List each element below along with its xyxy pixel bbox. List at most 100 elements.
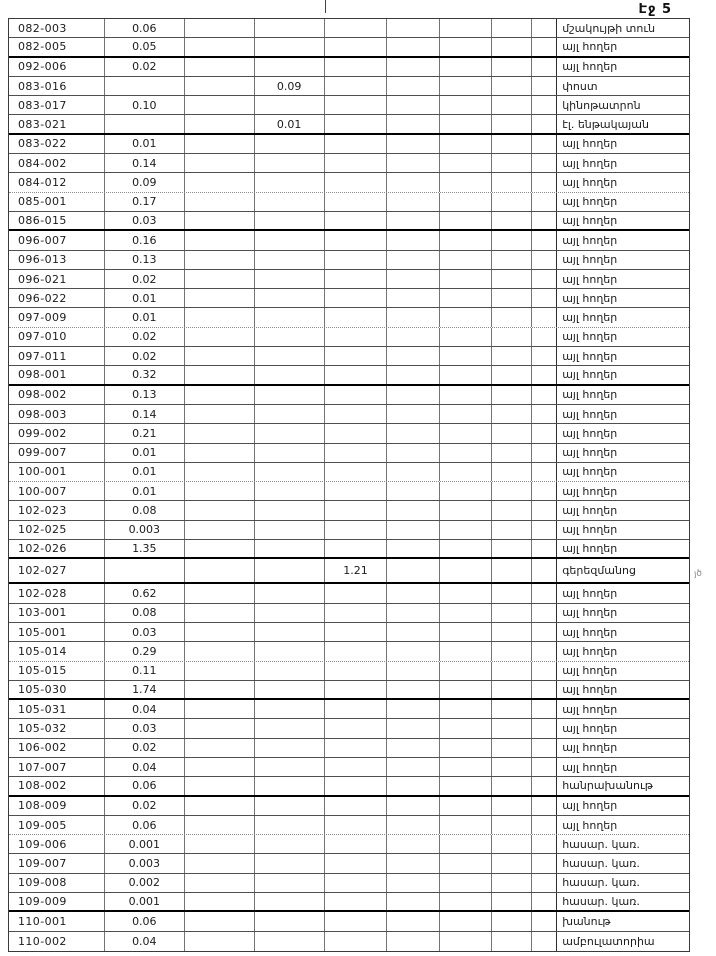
empty-cell [492,559,533,583]
area-value: 0.003 [105,854,185,873]
empty-cell [255,38,325,56]
parcel-code: 105-001 [9,622,105,642]
empty-cell [325,700,388,719]
empty-cell [325,269,388,289]
empty-cell [325,404,388,424]
empty-cell [440,931,493,951]
empty-cell [532,584,558,603]
empty-cell [440,38,493,56]
empty-cell [387,366,441,384]
area-value: 0.01 [105,134,185,154]
table-row: 083-016 0.09 փոստ [9,76,689,97]
empty-cell [492,366,533,384]
empty-cell [387,700,441,719]
empty-cell [532,173,558,192]
parcel-code: 096-007 [9,231,105,250]
empty-cell [255,559,325,583]
parcel-code: 100-001 [9,462,105,482]
land-use-label: խանութ [556,912,689,931]
empty-cell [255,154,325,173]
land-use-label: այլ հողեր [556,57,689,76]
parcel-code: 084-002 [9,154,105,173]
parcel-code: 092-006 [9,57,105,76]
empty-cell [440,424,493,443]
parcel-code: 110-001 [9,912,105,931]
area-value: 0.01 [105,308,185,327]
parcel-code: 098-003 [9,404,105,424]
land-use-label: այլ հողեր [556,680,689,699]
land-use-label: այլ հողեր [556,269,689,289]
empty-cell [185,603,255,622]
empty-cell [255,443,325,462]
empty-cell [325,893,388,911]
empty-cell [440,796,493,815]
empty-cell [532,96,558,115]
empty-cell [325,520,388,540]
empty-cell [325,289,388,308]
empty-cell [440,738,493,757]
table-row: 103-001 0.08 այլ հողեր [9,603,689,623]
table-row: 098-002 0.13 այլ հողեր [9,385,689,405]
empty-cell [255,482,325,501]
table-row: 098-001 0.32 այլ հողեր [9,366,689,386]
empty-cell [255,738,325,757]
table-row: 102-027 1.21 գերեզմանոց [9,559,689,585]
land-use-label: այլ հողեր [556,540,689,558]
empty-cell [387,38,441,56]
empty-cell [185,482,255,501]
empty-cell [532,893,558,911]
land-use-label: այլ հողեր [556,661,689,680]
empty-cell [105,559,185,583]
area-value: 0.03 [105,719,185,738]
table-row: 083-022 0.01 այլ հողեր [9,134,689,155]
empty-cell [492,96,533,115]
empty-cell [387,584,441,603]
empty-cell [325,134,388,154]
empty-cell [532,192,558,211]
empty-cell [492,777,533,795]
empty-cell [492,680,533,699]
empty-cell [440,482,493,501]
empty-cell [185,738,255,757]
empty-cell [325,76,388,96]
empty-cell [532,347,558,366]
empty-cell [387,680,441,699]
land-use-label: այլ հողեր [556,520,689,540]
empty-cell [255,250,325,269]
empty-cell [255,231,325,250]
empty-cell [532,835,558,854]
area-value: 0.02 [105,347,185,366]
table-row: 083-017 0.10 կինոթատրոն [9,96,689,116]
empty-cell [440,559,493,583]
empty-cell [440,76,493,96]
empty-cell [387,289,441,308]
empty-cell [492,482,533,501]
parcel-code: 083-017 [9,96,105,115]
empty-cell [325,835,388,854]
land-use-label: մշակույթի տուն [556,19,689,38]
empty-cell [532,738,558,757]
empty-cell [387,796,441,815]
empty-cell [185,76,255,96]
table-row: 096-007 0.16 այլ հողեր [9,231,689,251]
empty-cell [440,134,493,154]
empty-cell [532,327,558,347]
area-value: 1.74 [105,680,185,699]
empty-cell [255,366,325,384]
empty-cell [387,462,441,482]
land-use-label: այլ հողեր [556,173,689,192]
empty-cell [185,931,255,951]
empty-cell [387,661,441,680]
empty-cell [532,482,558,501]
empty-cell [255,603,325,622]
empty-cell [492,327,533,347]
empty-cell [532,154,558,173]
empty-cell [325,584,388,603]
table-row: 096-013 0.13 այլ հողեր [9,250,689,270]
table-row: 109-005 0.06 այլ հողեր [9,815,689,836]
empty-cell [387,404,441,424]
empty-cell [325,719,388,738]
empty-cell [255,327,325,347]
empty-cell [532,404,558,424]
